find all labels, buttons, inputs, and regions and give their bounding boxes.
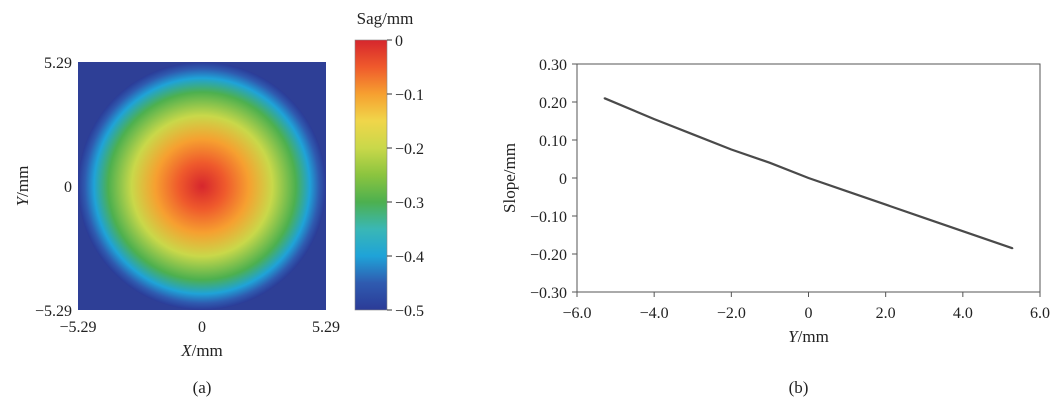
slope-x-tick-label: −4.0	[640, 305, 669, 322]
slope-y-tick-label: 0	[559, 171, 567, 188]
slope-data-point	[884, 203, 887, 206]
slope-data-point	[923, 217, 926, 219]
colorbar-tick-label: −0.4	[395, 249, 424, 266]
slope-line-panel: −6.0 −4.0 −2.0 0 2.0 4.0 6.0 0.30 0.20 0.10 0 −0.1…	[460, 0, 1054, 400]
slope-data-point	[730, 148, 733, 151]
heatmap-y-axis-label: Y/mm	[13, 166, 32, 207]
panel-b-label: (b)	[789, 378, 809, 397]
slope-data-point	[962, 230, 964, 232]
heatmap-sag-disk	[78, 62, 326, 310]
heatmap-x-tick-label: 0	[198, 319, 206, 336]
heatmap-y-tick-label: 5.29	[44, 55, 72, 72]
heatmap-y-ticks: 5.29 0 −5.29	[35, 55, 72, 320]
slope-x-tick-label: −6.0	[562, 305, 591, 322]
slope-data-point	[846, 190, 848, 193]
colorbar-tick-label: 0	[395, 33, 403, 50]
slope-x-axis-label: Y/mm	[788, 327, 829, 346]
slope-y-tick-label: 0.30	[539, 57, 567, 74]
colorbar-ticks: 0 −0.1 −0.2 −0.3 −0.4 −0.5	[387, 33, 424, 320]
slope-x-tick-label: 2.0	[876, 305, 896, 322]
slope-data-point	[653, 118, 655, 120]
heatmap-x-ticks: −5.29 0 5.29	[59, 319, 340, 336]
heatmap-y-tick-label: −5.29	[35, 303, 72, 320]
slope-y-tick-label: −0.20	[530, 247, 567, 264]
slope-y-tick-label: −0.30	[530, 285, 567, 302]
slope-x-ticks: −6.0 −4.0 −2.0 0 2.0 4.0 6.0	[562, 292, 1050, 322]
heatmap-x-tick-label: 5.29	[312, 319, 340, 336]
heatmap-y-tick-label: 0	[64, 179, 72, 196]
colorbar-tick-label: −0.1	[395, 87, 424, 104]
slope-data-point	[603, 97, 606, 99]
slope-data-point	[1011, 247, 1014, 250]
slope-series-points	[603, 97, 1014, 250]
heatmap-x-tick-label: −5.29	[59, 319, 96, 336]
slope-series-line	[603, 97, 1013, 250]
slope-x-tick-label: −2.0	[717, 305, 746, 322]
panel-a-label: (a)	[193, 378, 212, 397]
colorbar	[354, 39, 388, 311]
colorbar-tick-label: −0.2	[395, 141, 424, 158]
slope-data-point	[691, 133, 694, 136]
slope-y-tick-label: −0.10	[530, 209, 567, 226]
slope-y-axis-label: Slope/mm	[500, 143, 519, 213]
sag-heatmap-chart: Sag/mm 0−0.1−0.2−0.3−0.4−0.5 −5.29 0 5.29 …	[13, 9, 424, 397]
slope-y-ticks: 0.30 0.20 0.10 0 −0.10 −0.20 −0.30	[530, 57, 577, 302]
slope-data-point	[769, 162, 771, 164]
slope-y-tick-label: 0.20	[539, 95, 567, 112]
slope-x-tick-label: 0	[805, 305, 813, 322]
colorbar-tick-label: −0.5	[395, 303, 424, 320]
colorbar-title: Sag/mm	[357, 9, 414, 28]
slope-x-tick-label: 6.0	[1030, 305, 1050, 322]
heatmap-x-axis-label: X/mm	[180, 341, 223, 360]
sag-heatmap-panel: Sag/mm 0 −0.1 −0.2 −0.3 −0.4 −0.5 −5.29 0 5.29 …	[0, 0, 460, 400]
slope-x-tick-label: 4.0	[953, 305, 973, 322]
slope-y-tick-label: 0.10	[539, 133, 567, 150]
slope-line-chart: −6.0 −4.0 −2.0 0 2.0 4.0 6.0 0.30 0.20 0.10 0 −0.1…	[500, 57, 1050, 397]
colorbar-tick-label: −0.3	[395, 195, 424, 212]
slope-data-point	[807, 177, 810, 179]
